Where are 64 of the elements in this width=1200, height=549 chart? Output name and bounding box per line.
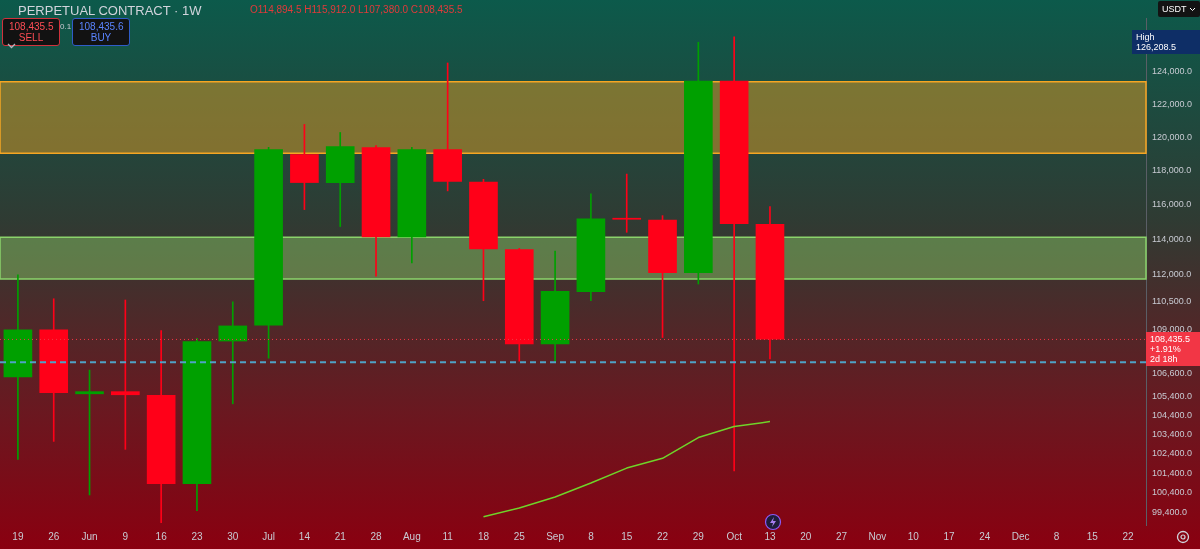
x-tick-label: Aug [402, 530, 421, 542]
x-tick-label: 13 [764, 530, 776, 542]
candlestick [218, 301, 248, 405]
y-tick-label: 101,400.0 [1152, 467, 1193, 478]
x-tick-label: Jul [262, 530, 275, 542]
x-tick-label: 10 [907, 530, 920, 542]
x-tick-label: 16 [155, 530, 168, 542]
text: USDT [1158, 1, 1200, 17]
x-tick-label: Jun [81, 530, 98, 542]
x-tick-label: 8 [588, 530, 595, 542]
y-tick-label: 99,400.0 [1152, 507, 1188, 518]
x-tick-label: Nov [868, 530, 887, 542]
y-tick-label: 106,600.0 [1152, 367, 1193, 378]
annotation: 0.1 [60, 22, 72, 31]
annotation: 108,435.6 [79, 21, 124, 32]
x-tick-label: 20 [800, 530, 812, 542]
x-tick-label: 22 [1122, 530, 1135, 542]
y-tick-label: 120,000.0 [1152, 131, 1193, 142]
x-tick-label: 22 [656, 530, 669, 542]
x-tick-label: Oct [726, 530, 743, 542]
y-tick-label: 104,400.0 [1152, 409, 1193, 420]
x-tick-label: 28 [370, 530, 383, 542]
ref-line-label: 108,435.5 [1150, 334, 1191, 345]
x-tick-label: 14 [298, 530, 311, 542]
x-tick-label: 27 [836, 530, 848, 542]
x-tick-label: 15 [621, 530, 633, 542]
x-tick-label: 25 [513, 530, 526, 542]
annotation: SELL [18, 32, 44, 43]
x-tick-label: 29 [692, 530, 705, 542]
chart-title: PERPETUAL CONTRACT · 1W [18, 3, 202, 18]
x-tick-label: Sep [546, 530, 565, 542]
candlestick [612, 173, 642, 233]
x-tick-label: 8 [1053, 530, 1060, 542]
text: +1.91% [1150, 344, 1181, 355]
x-tick-label: 21 [334, 530, 347, 542]
x-tick-label: 11 [442, 530, 454, 542]
y-tick-label: 102,400.0 [1152, 448, 1193, 459]
text: 2d 18h [1150, 354, 1178, 365]
y-tick-label: 109,000.0 [1152, 323, 1193, 334]
annotation: High 126,208.5 [1132, 30, 1200, 54]
text: O114,894.5 H115,912.0 L107,380.0 C108,435.5 [250, 4, 463, 15]
y-tick-label: 100,400.0 [1152, 487, 1193, 498]
y-tick-label: 124,000.0 [1152, 66, 1193, 77]
x-tick-label: 15 [1086, 530, 1099, 542]
x-tick-label: 19 [12, 530, 24, 542]
x-tick-label: 26 [48, 530, 60, 542]
x-tick-label: 18 [477, 530, 490, 542]
x-tick-label: 30 [227, 530, 239, 542]
y-tick-label: 112,000.0 [1152, 269, 1192, 280]
annotation: 108,435.5 [9, 21, 54, 32]
y-tick-label: 103,400.0 [1152, 428, 1193, 439]
candlestick [3, 274, 33, 460]
y-tick-label: 105,400.0 [1152, 390, 1193, 401]
y-tick-label: 114,000.0 [1152, 234, 1192, 245]
y-tick-label: 110,500.0 [1152, 296, 1192, 307]
y-tick-label: 118,000.0 [1152, 165, 1192, 176]
x-tick-label: 17 [943, 530, 956, 542]
x-tick-label: 24 [979, 530, 991, 542]
x-tick-label: 9 [122, 530, 129, 542]
x-tick-label: Dec [1011, 530, 1030, 542]
y-tick-label: 122,000.0 [1152, 98, 1193, 109]
x-tick-label: 23 [191, 530, 203, 542]
annotation: BUY [90, 32, 112, 43]
y-tick-label: 116,000.0 [1152, 199, 1192, 210]
